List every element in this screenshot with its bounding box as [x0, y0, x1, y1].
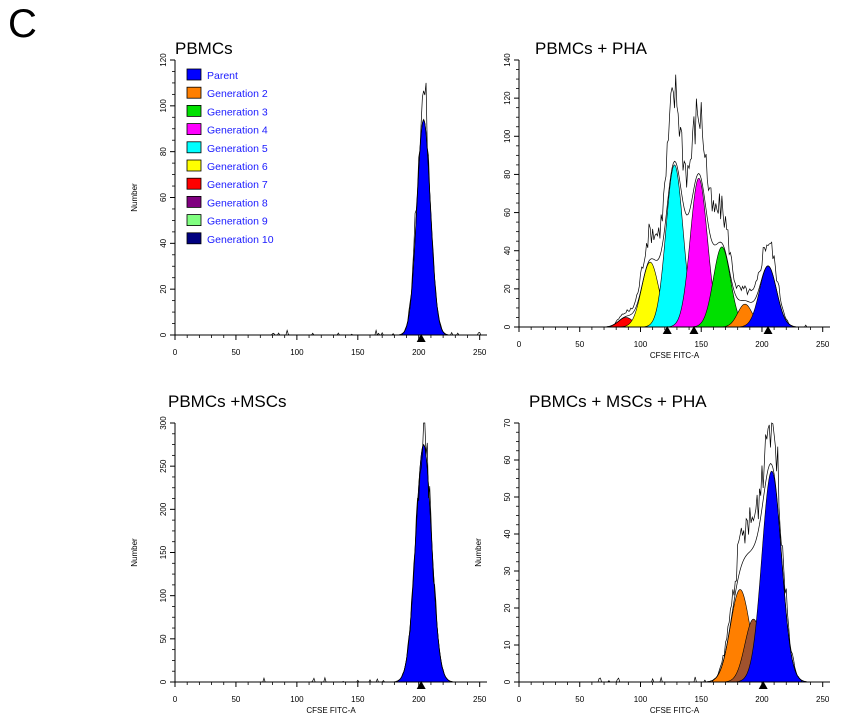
- x-tick-label: 0: [173, 348, 178, 357]
- x-tick-label: 150: [695, 340, 709, 349]
- y-tick-label: 60: [503, 208, 512, 217]
- legend-swatch-generation-8: [186, 195, 202, 208]
- y-tick-label: 0: [159, 332, 168, 337]
- peak-marker-triangle: [662, 326, 672, 334]
- x-axis-label: CFSE FITC-A: [650, 351, 700, 360]
- y-tick-label: 120: [159, 53, 168, 67]
- x-tick-label: 100: [634, 340, 648, 349]
- chart-pbmcs-pha: PBMCs + PHA 0 20 40 60 80 100 120 140 0 50 100 150 20…: [503, 39, 830, 360]
- legend-swatch-generation-6: [186, 159, 202, 172]
- y-tick-label: 100: [159, 99, 168, 113]
- peak-parent: [394, 444, 453, 683]
- x-tick-label: 100: [634, 695, 648, 704]
- x-tick-label: 0: [517, 340, 522, 349]
- x-tick-label: 250: [816, 695, 830, 704]
- x-tick-label: 50: [575, 340, 584, 349]
- x-tick-label: 0: [173, 695, 178, 704]
- y-tick-label: 20: [159, 284, 168, 293]
- y-tick-label: 50: [503, 492, 512, 501]
- y-tick-label: 100: [503, 129, 512, 143]
- legend-label-generation-7: Generation 7: [207, 179, 268, 191]
- legend-label-parent: Parent: [207, 70, 238, 82]
- peak-parent: [399, 119, 449, 336]
- y-tick-label: 50: [159, 634, 168, 643]
- y-tick-label: 40: [159, 238, 168, 247]
- model-fit-line: [591, 160, 811, 328]
- legend-label-generation-10: Generation 10: [207, 234, 274, 246]
- chart-title: PBMCs +MSCs: [168, 392, 287, 411]
- x-tick-label: 200: [412, 695, 426, 704]
- legend-swatch-generation-10: [186, 232, 202, 245]
- y-tick-label: 80: [159, 147, 168, 156]
- y-tick-label: 150: [159, 545, 168, 559]
- legend-swatch-generation-7: [186, 177, 202, 190]
- legend-swatch-generation-9: [186, 214, 202, 227]
- x-tick-label: 150: [351, 695, 365, 704]
- peak-marker-triangle: [416, 681, 426, 689]
- chart-title: PBMCs: [175, 39, 233, 58]
- y-tick-label: 40: [503, 246, 512, 255]
- legend-label-generation-3: Generation 3: [207, 106, 268, 118]
- x-tick-label: 50: [231, 348, 240, 357]
- panel-letter: C: [8, 2, 37, 46]
- peak-marker-triangle: [763, 326, 773, 334]
- y-tick-label: 250: [159, 459, 168, 473]
- y-tick-label: 120: [503, 91, 512, 105]
- y-axis-label: Number: [130, 538, 139, 567]
- x-tick-label: 200: [755, 695, 769, 704]
- chart-title: PBMCs + PHA: [535, 39, 648, 58]
- x-tick-label: 150: [695, 695, 709, 704]
- chart-title: PBMCs + MSCs + PHA: [529, 392, 707, 411]
- chart-pbmcs-mscs: PBMCs +MSCs 0 50 100 150 200 250 300 0 50 100 150 20…: [130, 392, 487, 715]
- x-tick-label: 0: [517, 695, 522, 704]
- y-tick-label: 0: [503, 324, 512, 329]
- y-axis-label: Number: [130, 183, 139, 212]
- x-tick-label: 250: [473, 348, 487, 357]
- legend-swatch-generation-4: [186, 123, 202, 135]
- x-axis-label: CFSE FITC-A: [650, 706, 700, 715]
- y-tick-label: 10: [503, 640, 512, 649]
- legend-label-generation-2: Generation 2: [207, 88, 268, 100]
- y-tick-label: 70: [503, 418, 512, 427]
- y-tick-label: 30: [503, 566, 512, 575]
- peak-marker-triangle: [758, 681, 768, 689]
- legend-swatch-generation-3: [186, 105, 202, 117]
- peak-marker-triangle: [689, 326, 699, 334]
- legend-label-generation-4: Generation 4: [207, 125, 268, 137]
- y-tick-label: 100: [159, 588, 168, 602]
- y-tick-label: 0: [503, 679, 512, 684]
- y-tick-label: 300: [159, 416, 168, 430]
- y-tick-label: 0: [159, 679, 168, 684]
- legend-label-generation-8: Generation 8: [207, 197, 268, 209]
- chart-pbmcs: PBMCs 0 20 40 60 80 100 120 0 50 100 150 200 250 Numbe…: [130, 39, 487, 357]
- y-tick-label: 80: [503, 169, 512, 178]
- x-axis-label: CFSE FITC-A: [306, 706, 356, 715]
- y-tick-label: 60: [503, 455, 512, 464]
- x-tick-label: 200: [412, 348, 426, 357]
- x-tick-label: 100: [290, 348, 304, 357]
- x-tick-label: 50: [231, 695, 240, 704]
- legend-swatch-parent: [186, 68, 202, 81]
- x-tick-label: 100: [290, 695, 304, 704]
- x-tick-label: 150: [351, 348, 365, 357]
- legend-label-generation-9: Generation 9: [207, 216, 268, 228]
- y-tick-label: 20: [503, 603, 512, 612]
- x-tick-label: 250: [816, 340, 830, 349]
- legend-label-generation-5: Generation 5: [207, 143, 268, 155]
- x-tick-label: 200: [755, 340, 769, 349]
- y-tick-label: 60: [159, 193, 168, 202]
- chart-pbmcs-mscs-pha: PBMCs + MSCs + PHA 0 10 20 30 40 50 60 70 0 50 100 1…: [474, 392, 830, 715]
- y-tick-label: 40: [503, 529, 512, 538]
- legend-swatch-generation-2: [186, 86, 202, 99]
- x-tick-label: 50: [575, 695, 584, 704]
- y-tick-label: 20: [503, 284, 512, 293]
- legend-swatch-generation-5: [186, 141, 202, 154]
- y-tick-label: 140: [503, 53, 512, 67]
- legend-label-generation-6: Generation 6: [207, 161, 268, 173]
- y-axis-label: Number: [474, 538, 483, 567]
- x-tick-label: 250: [473, 695, 487, 704]
- y-tick-label: 200: [159, 502, 168, 516]
- peak-marker-triangle: [416, 334, 426, 342]
